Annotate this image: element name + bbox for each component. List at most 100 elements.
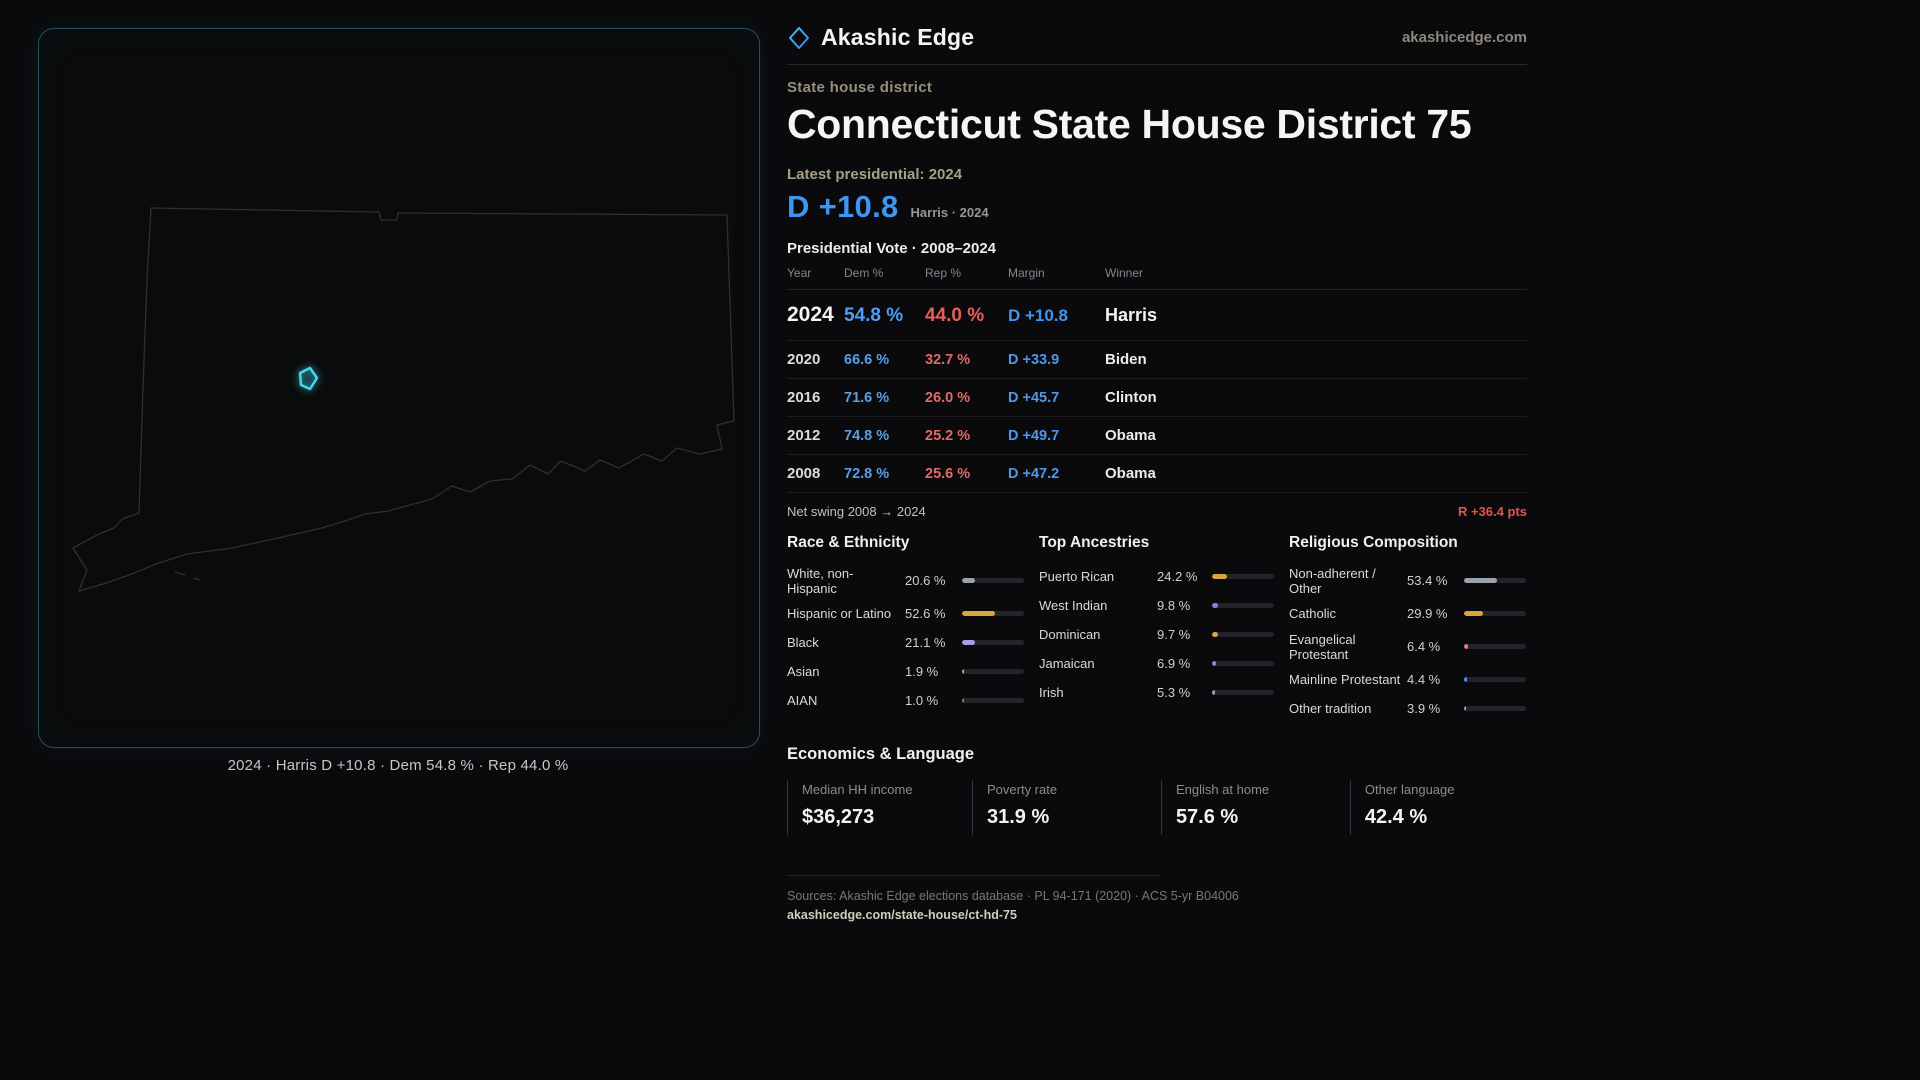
section-title-religion: Religious Composition [1289,534,1458,551]
district-kicker: State house district [787,79,933,96]
demo-value: 6.4 % [1407,639,1441,654]
cell-dem-pct: 66.6 % [844,352,890,368]
footer-divider [787,875,1160,876]
table-row-2008: 2008 72.8 % 25.6 % D +47.2 Obama [787,455,1527,493]
demo-bar [1464,611,1526,616]
demo-value: 6.9 % [1157,656,1191,671]
cell-rep-pct: 44.0 % [925,305,985,326]
list-item: Black 21.1 % [787,628,1024,657]
cell-margin: D +47.2 [1008,466,1060,482]
vote-table-title: Presidential Vote · 2008–2024 [787,240,997,257]
demo-bar [1464,706,1526,711]
section-title-ancestries: Top Ancestries [1039,534,1150,551]
cell-year: 2016 [787,389,821,406]
demo-label: West Indian [1039,598,1108,613]
demo-bar [1212,603,1274,608]
demo-value: 9.8 % [1157,598,1191,613]
col-header-year: Year [787,266,812,280]
demo-label: White, non-Hispanic [787,565,854,596]
demo-label: Asian [787,664,820,679]
demo-label: Irish [1039,685,1064,700]
demo-label: Puerto Rican [1039,569,1115,584]
demo-label: Evangelical Protestant [1289,631,1356,662]
list-item: Irish 5.3 % [1039,678,1274,707]
presidential-vote-table: Year Dem % Rep % Margin Winner 2024 54.8… [787,266,1527,493]
stat-english-at-home: English at home 57.6 % [1160,780,1350,835]
list-item: Mainline Protestant 4.4 % [1289,665,1526,694]
demo-value: 29.9 % [1407,606,1448,621]
economics-stats-row: Median HH income $36,273 Poverty rate 31… [787,780,1527,835]
col-header-rep: Rep % [925,266,962,280]
cell-dem-pct: 71.6 % [844,390,890,406]
net-swing-label: Net swing 2008 → 2024 [787,504,926,519]
stat-value: 31.9 % [987,806,1050,828]
stat-other-language: Other language 42.4 % [1349,780,1527,835]
stat-value: 42.4 % [1364,806,1428,828]
demo-value: 3.9 % [1407,701,1441,716]
demo-label: Jamaican [1039,656,1095,671]
demo-value: 4.4 % [1407,672,1441,687]
religion-column: Religious Composition Non-adherent / Oth… [1289,534,1526,723]
demo-label: Catholic [1289,606,1336,621]
state-outline [72,207,735,592]
district-map-panel [38,28,760,748]
cell-rep-pct: 25.6 % [925,466,971,482]
demographics-section: Race & Ethnicity White, non-Hispanic 20.… [787,534,1527,723]
list-item: Dominican 9.7 % [1039,620,1274,649]
cell-year: 2012 [787,427,821,444]
cell-year: 2024 [787,303,834,326]
demo-label: Other tradition [1289,701,1372,716]
cell-margin: D +10.8 [1008,306,1069,325]
demo-bar [1464,677,1526,682]
cell-year: 2008 [787,465,821,482]
list-item: Jamaican 6.9 % [1039,649,1274,678]
table-row-2024: 2024 54.8 % 44.0 % D +10.8 Harris [787,290,1527,341]
headline-margin-sub: Harris · 2024 [910,205,989,220]
demo-label: Dominican [1039,627,1101,642]
cell-winner: Obama [1105,465,1156,482]
coastal-islands [174,571,201,581]
brand-name: Akashic Edge [821,24,975,50]
cell-rep-pct: 26.0 % [925,390,971,406]
stat-label: Median HH income [802,782,913,797]
col-header-margin: Margin [1008,266,1045,280]
demo-label: AIAN [787,693,818,708]
demo-value: 53.4 % [1407,573,1448,588]
list-item: Other tradition 3.9 % [1289,694,1526,723]
demo-value: 52.6 % [905,606,946,621]
demo-bar [962,611,1024,616]
table-row-2016: 2016 71.6 % 26.0 % D +45.7 Clinton [787,379,1527,417]
header-bar: Akashic Edge akashicedge.com [787,24,1527,65]
demo-bar [962,698,1024,703]
list-item: Hispanic or Latino 52.6 % [787,599,1024,628]
stat-value: 57.6 % [1175,806,1239,828]
demo-label: Black [787,635,819,650]
demo-bar [1464,644,1526,649]
demo-bar [962,669,1024,674]
site-domain-link[interactable]: akashicedge.com [1401,29,1527,46]
stat-label: Other language [1364,782,1455,797]
headline-margin-value: D +10.8 [787,189,899,224]
cell-margin: D +33.9 [1008,352,1060,368]
demo-label: Hispanic or Latino [787,606,892,621]
cell-rep-pct: 25.2 % [925,428,971,444]
stat-value: $36,273 [802,806,875,828]
page-title: Connecticut State House District 75 [787,101,1472,147]
cell-dem-pct: 54.8 % [844,305,904,326]
race-ethnicity-column: Race & Ethnicity White, non-Hispanic 20.… [787,534,1024,723]
demo-value: 20.6 % [905,573,946,588]
permalink[interactable]: akashicedge.com/state-house/ct-hd-75 [787,908,1017,922]
ancestries-column: Top Ancestries Puerto Rican 24.2 % West … [1039,534,1274,723]
latest-presidential-label: Latest presidential: 2024 [787,166,963,183]
section-title-economics: Economics & Language [787,745,975,763]
demo-value: 1.9 % [905,664,939,679]
cell-year: 2020 [787,351,821,368]
map-caption: 2024 · Harris D +10.8 · Dem 54.8 % · Rep… [227,757,569,774]
demo-label: Mainline Protestant [1289,672,1401,687]
brand: Akashic Edge [787,24,974,51]
list-item: Non-adherent / Other 53.4 % [1289,562,1526,599]
demo-bar [1212,690,1274,695]
demo-value: 1.0 % [905,693,939,708]
connecticut-map [72,207,735,592]
